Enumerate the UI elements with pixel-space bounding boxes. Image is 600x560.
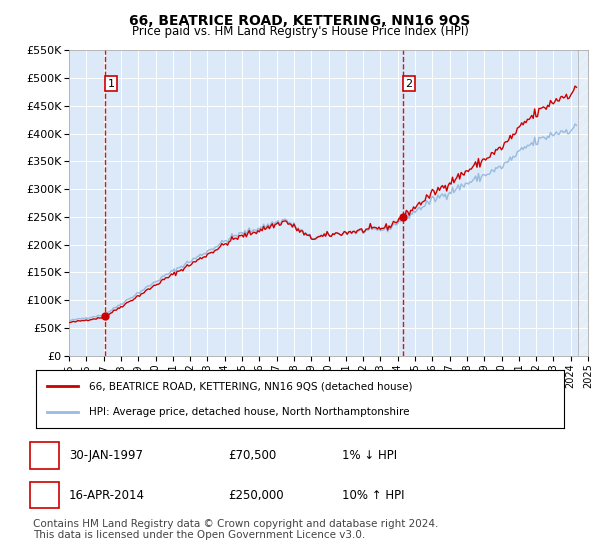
Text: Contains HM Land Registry data © Crown copyright and database right 2024.
This d: Contains HM Land Registry data © Crown c… — [33, 519, 439, 540]
Text: 10% ↑ HPI: 10% ↑ HPI — [342, 488, 404, 502]
Text: 1: 1 — [107, 79, 115, 88]
Text: 2: 2 — [41, 488, 48, 502]
Text: 66, BEATRICE ROAD, KETTERING, NN16 9QS: 66, BEATRICE ROAD, KETTERING, NN16 9QS — [130, 14, 470, 28]
Text: 30-JAN-1997: 30-JAN-1997 — [69, 449, 143, 463]
Text: 2: 2 — [406, 79, 412, 88]
Text: 66, BEATRICE ROAD, KETTERING, NN16 9QS (detached house): 66, BEATRICE ROAD, KETTERING, NN16 9QS (… — [89, 381, 412, 391]
Text: 1% ↓ HPI: 1% ↓ HPI — [342, 449, 397, 463]
Text: Price paid vs. HM Land Registry's House Price Index (HPI): Price paid vs. HM Land Registry's House … — [131, 25, 469, 38]
Text: £70,500: £70,500 — [228, 449, 276, 463]
Text: 16-APR-2014: 16-APR-2014 — [69, 488, 145, 502]
Text: £250,000: £250,000 — [228, 488, 284, 502]
Text: HPI: Average price, detached house, North Northamptonshire: HPI: Average price, detached house, Nort… — [89, 407, 409, 417]
Text: 1: 1 — [41, 449, 48, 463]
Bar — [578, 50, 596, 356]
